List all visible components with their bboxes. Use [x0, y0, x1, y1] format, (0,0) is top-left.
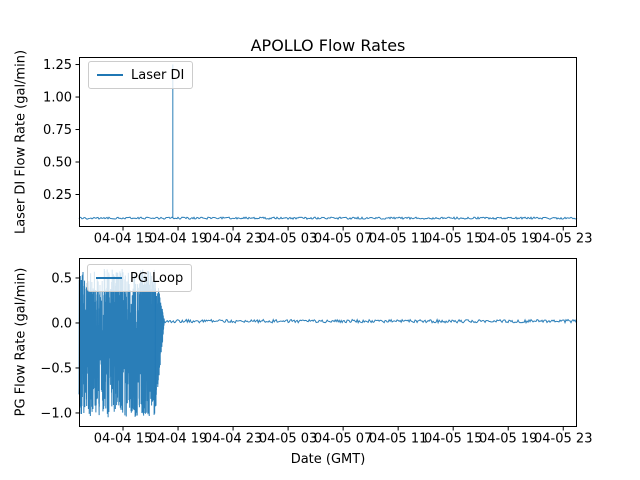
- x-tick-label: 04-05 23: [534, 232, 592, 247]
- y-tick-label: 1.00: [43, 91, 72, 106]
- axes-spines: [79, 57, 577, 227]
- line-segment-flat: [163, 318, 578, 325]
- x-tick-label: 04-05 03: [259, 432, 317, 447]
- x-tick-label: 04-04 23: [204, 432, 262, 447]
- x-tick-label: 04-05 15: [424, 432, 482, 447]
- legend-label: Laser DI: [131, 67, 185, 83]
- top-y-axis-label: Laser DI Flow Rate (gal/min): [13, 49, 29, 235]
- x-tick-label: 04-05 11: [369, 432, 427, 447]
- x-tick-label: 04-05 15: [424, 232, 482, 247]
- chart-title: APOLLO Flow Rates: [250, 36, 406, 55]
- y-tick-label: 0.25: [43, 188, 72, 203]
- y-tick-label: 0.5: [51, 271, 72, 286]
- x-tick-label: 04-04 15: [94, 432, 152, 447]
- x-tick-label: 04-05 07: [314, 432, 372, 447]
- legend-laser-di: Laser DI: [88, 61, 194, 89]
- line-segment-flat: [78, 216, 578, 221]
- y-tick-label: 0.50: [43, 156, 72, 171]
- y-tick-label: 0.0: [51, 316, 72, 331]
- series-pg-loop: [78, 268, 578, 418]
- legend-line-sample-icon: [96, 277, 122, 279]
- x-tick-label: 04-05 23: [534, 432, 592, 447]
- legend-label: PG Loop: [130, 270, 184, 286]
- x-tick-label: 04-05 07: [314, 232, 372, 247]
- y-tick-label: 1.25: [43, 58, 72, 73]
- series-laser-di: [78, 64, 578, 221]
- axes-spines: [79, 258, 577, 427]
- line-segment-noise: [78, 268, 156, 418]
- y-tick-label: −0.5: [40, 361, 72, 376]
- x-tick-label: 04-05 19: [479, 432, 537, 447]
- y-tick-group: 0.25 0.50 0.75 1.00 1.25: [43, 58, 79, 203]
- x-tick-label: 04-04 23: [204, 232, 262, 247]
- x-tick-label: 04-05 03: [259, 232, 317, 247]
- y-tick-label: 0.75: [43, 123, 72, 138]
- x-axis-label: Date (GMT): [290, 452, 366, 467]
- x-tick-label: 04-05 19: [479, 232, 537, 247]
- legend-pg-loop: PG Loop: [87, 264, 193, 292]
- bottom-y-axis-label: PG Flow Rate (gal/min): [13, 267, 29, 417]
- x-tick-label: 04-04 19: [149, 432, 207, 447]
- x-tick-label: 04-04 15: [94, 232, 152, 247]
- y-tick-label: −1.0: [40, 406, 72, 421]
- y-tick-group: 0.5 0.0 −0.5 −1.0: [40, 271, 79, 421]
- legend-line-sample-icon: [97, 74, 123, 76]
- x-tick-label: 04-04 19: [149, 232, 207, 247]
- x-tick-label: 04-05 11: [369, 232, 427, 247]
- line-segment-taper: [154, 288, 165, 407]
